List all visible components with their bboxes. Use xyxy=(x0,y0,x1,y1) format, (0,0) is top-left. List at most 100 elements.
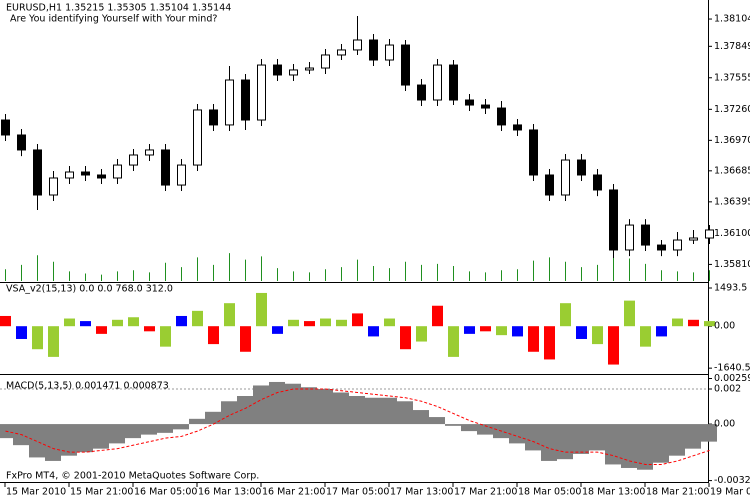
macd-bar xyxy=(237,396,253,425)
y-tick-label: 1.36395 xyxy=(714,196,750,207)
x-tick-label: 19 Mar 05:00 xyxy=(710,487,750,498)
histogram-bar xyxy=(64,318,75,327)
signal-line xyxy=(5,388,710,465)
x-tick-label: 18 Mar 13:00 xyxy=(582,487,645,498)
macd-bar xyxy=(125,424,141,439)
macd-bar xyxy=(77,424,93,453)
candle-body xyxy=(33,149,42,196)
candle-body xyxy=(337,49,346,56)
histogram-bar xyxy=(528,326,539,352)
candle-body xyxy=(577,159,586,176)
y-tick-label: 1.37260 xyxy=(714,104,750,115)
histogram-bar xyxy=(16,326,27,339)
macd-bar xyxy=(637,424,653,470)
candle-body xyxy=(273,64,282,76)
histogram-bar xyxy=(128,317,139,327)
histogram-bar xyxy=(624,300,635,327)
plot-layer xyxy=(0,16,717,487)
candle-body xyxy=(593,174,602,191)
macd-bar xyxy=(269,381,285,425)
histogram-bar xyxy=(544,326,555,360)
chart-title: EURUSD,H1 1.35215 1.35305 1.35104 1.3514… xyxy=(6,3,231,14)
y-tick-label: 0.002 xyxy=(714,383,741,394)
histogram-bar xyxy=(336,319,347,327)
y-tick-label: 1.36970 xyxy=(714,135,750,146)
x-tick-label: 16 Mar 13:00 xyxy=(198,487,261,498)
histogram-bar xyxy=(368,326,379,337)
macd-bar xyxy=(189,418,205,425)
macd-bar xyxy=(397,401,413,425)
candle-body xyxy=(433,64,442,101)
y-tick-label: 0.002598 xyxy=(714,373,750,384)
macd-bar xyxy=(221,401,237,425)
macd-bar xyxy=(253,385,269,425)
candle-body xyxy=(289,69,298,76)
candle-body xyxy=(561,159,570,196)
y-tick-label: 1.36100 xyxy=(714,228,750,239)
histogram-bar xyxy=(592,326,603,345)
candle-body xyxy=(353,39,362,51)
chart-subtitle: Are You identifying Yourself with Your m… xyxy=(10,14,217,25)
candle-body xyxy=(481,104,490,109)
candle-body xyxy=(225,79,234,126)
indicator-title: MACD(5,13,5) 0.001471 0.000873 xyxy=(6,381,169,392)
x-tick-label: 17 Mar 21:00 xyxy=(454,487,517,498)
histogram-bar xyxy=(672,318,683,327)
macd-bar xyxy=(669,424,685,456)
candle-body xyxy=(513,124,522,131)
candle-body xyxy=(97,174,106,179)
candle-body xyxy=(385,44,394,61)
histogram-bar xyxy=(640,326,651,347)
macd-bar xyxy=(285,383,301,425)
macd-bar xyxy=(701,424,717,442)
x-tick-label: 18 Mar 21:00 xyxy=(646,487,709,498)
macd-bar xyxy=(557,424,573,460)
histogram-bar xyxy=(240,326,251,352)
candle-body xyxy=(449,64,458,101)
candle-body xyxy=(657,244,666,251)
candle-body xyxy=(609,189,618,251)
histogram-bar xyxy=(448,326,459,357)
candle-body xyxy=(177,164,186,186)
y-tick-label: 1.35810 xyxy=(714,259,750,270)
indicator-title: VSA_v2(15,13) 0.0 0.0 768.0 312.0 xyxy=(6,284,173,295)
histogram-bar xyxy=(224,303,235,327)
macd-bar xyxy=(445,424,461,426)
histogram-bar xyxy=(96,326,107,334)
histogram-bar xyxy=(496,326,507,336)
histogram-bar xyxy=(608,326,619,365)
candle-body xyxy=(497,107,506,126)
y-tick-label: 1.38104 xyxy=(714,14,750,25)
y-tick-label: 0.00 xyxy=(714,419,735,430)
candle-body xyxy=(625,224,634,251)
histogram-bar xyxy=(560,303,571,327)
candle-body xyxy=(209,109,218,126)
x-tick-label: 15 Mar 21:00 xyxy=(70,487,133,498)
y-tick-label: 1.37555 xyxy=(714,72,750,83)
x-tick-label: 17 Mar 05:00 xyxy=(326,487,389,498)
candle-body xyxy=(241,79,250,121)
macd-bar xyxy=(589,424,605,451)
histogram-bar xyxy=(208,326,219,345)
x-tick-label: 16 Mar 21:00 xyxy=(262,487,325,498)
candle-body xyxy=(17,134,26,151)
histogram-bar xyxy=(352,313,363,327)
macd-bar xyxy=(381,397,397,425)
footer: FxPro MT4, © 2001-2010 MetaQuotes Softwa… xyxy=(6,471,259,482)
candle-body xyxy=(129,154,138,166)
histogram-bar xyxy=(400,326,411,350)
macd-bar xyxy=(461,424,477,432)
candle-body xyxy=(113,164,122,179)
histogram-bar xyxy=(576,326,587,339)
macd-bar xyxy=(573,424,589,454)
histogram-bar xyxy=(384,318,395,327)
y-tick-label: -0.00322 xyxy=(714,475,750,486)
histogram-bar xyxy=(0,315,11,327)
candle-body xyxy=(161,149,170,186)
macd-bar xyxy=(333,392,349,425)
histogram-bar xyxy=(112,319,123,327)
macd-bar xyxy=(45,424,61,461)
candle-body xyxy=(321,54,330,69)
macd-bar xyxy=(205,411,221,425)
